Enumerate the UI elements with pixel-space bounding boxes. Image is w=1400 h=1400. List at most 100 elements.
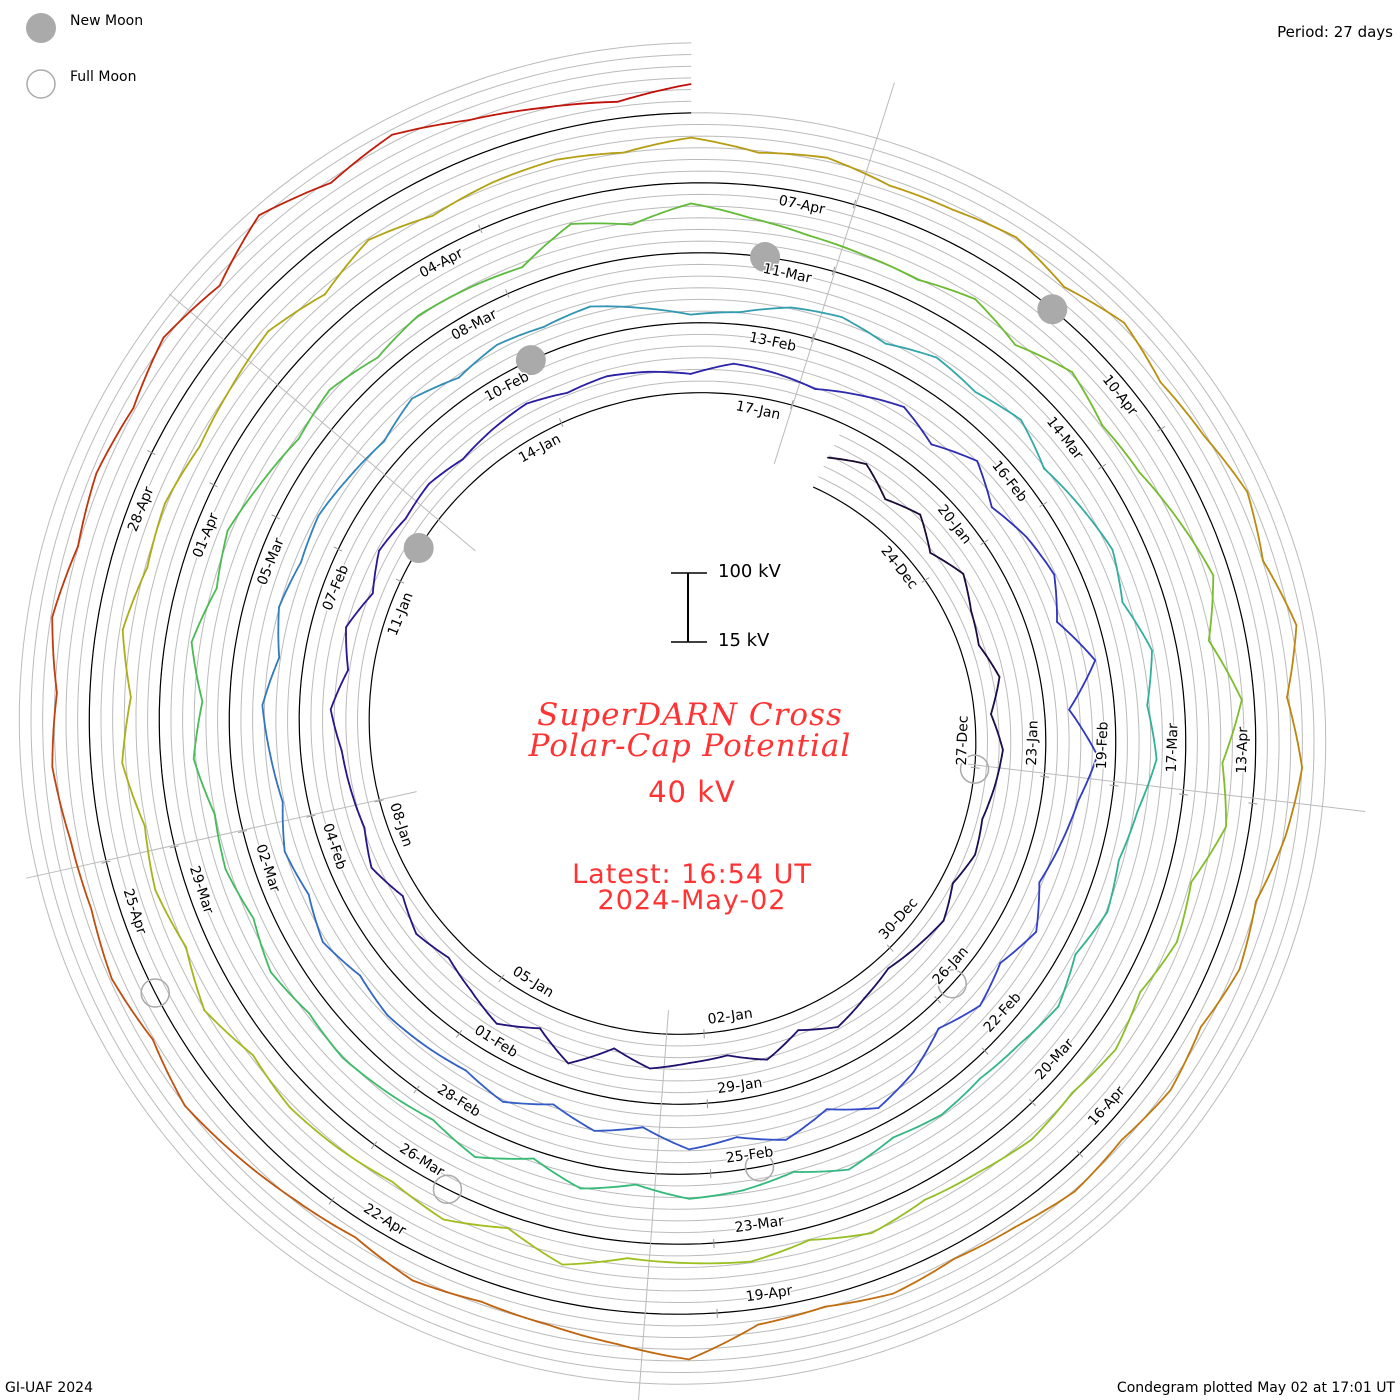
data-segment <box>179 937 188 949</box>
data-segment <box>1028 434 1035 445</box>
data-segment <box>1294 731 1299 745</box>
data-segment <box>764 307 775 311</box>
data-segment <box>1075 639 1084 648</box>
data-segment <box>1250 912 1255 926</box>
data-segment <box>547 1039 555 1047</box>
data-segment <box>965 585 969 594</box>
data-segment <box>1067 492 1076 501</box>
data-segment <box>220 548 225 561</box>
data-segment <box>1262 559 1270 572</box>
data-segment <box>1085 932 1093 942</box>
data-segment <box>407 1194 419 1203</box>
data-segment <box>121 751 124 764</box>
date-tick <box>1076 1150 1084 1158</box>
data-segment <box>187 956 193 970</box>
data-segment <box>1047 268 1058 280</box>
data-segment <box>54 692 58 706</box>
data-segment <box>970 853 976 861</box>
data-segment <box>233 885 240 896</box>
data-segment <box>634 1126 644 1130</box>
data-segment <box>859 996 866 1004</box>
data-segment <box>1090 659 1097 670</box>
data-segment <box>152 878 157 891</box>
data-segment <box>1135 991 1142 1003</box>
data-segment <box>376 1001 384 1010</box>
data-segment <box>866 395 876 400</box>
data-segment <box>478 1001 485 1009</box>
data-segment <box>480 1300 493 1307</box>
data-segment <box>157 513 163 526</box>
date-tick <box>934 995 942 1004</box>
date-tick <box>505 289 510 298</box>
data-segment <box>583 1055 593 1060</box>
data-segment <box>52 728 55 743</box>
data-segment <box>973 1077 982 1086</box>
data-segment <box>938 445 948 451</box>
data-segment <box>644 143 658 148</box>
data-segment <box>491 1305 505 1311</box>
data-segment <box>307 893 312 904</box>
data-segment <box>1069 813 1075 823</box>
data-segment <box>1033 352 1045 359</box>
data-segment <box>1030 1131 1040 1141</box>
data-segment <box>824 312 835 316</box>
data-segment <box>1158 958 1167 969</box>
data-segment <box>1117 851 1124 862</box>
data-segment <box>636 1061 645 1067</box>
data-segment <box>630 219 643 226</box>
data-segment <box>1054 1197 1066 1206</box>
data-segment <box>1219 825 1227 838</box>
data-segment <box>442 953 450 959</box>
data-segment <box>260 330 270 342</box>
data-segment <box>476 279 488 286</box>
data-segment <box>285 310 298 320</box>
date-tick <box>169 845 179 849</box>
data-segment <box>388 225 402 232</box>
data-segment <box>1239 481 1249 493</box>
data-segment <box>119 417 128 431</box>
data-segment <box>63 568 70 583</box>
data-segment <box>482 1085 491 1093</box>
data-segment <box>332 695 337 704</box>
data-segment <box>1260 548 1264 562</box>
data-segment <box>344 769 349 778</box>
data-segment <box>1049 567 1056 576</box>
data-segment <box>718 364 728 368</box>
data-segment <box>503 269 514 275</box>
data-segment <box>1213 998 1222 1010</box>
data-segment <box>1184 528 1193 540</box>
data-segment <box>1044 1203 1057 1212</box>
data-segment <box>881 261 893 268</box>
data-segment <box>277 648 281 659</box>
date-label: 05-Jan <box>510 964 557 1002</box>
data-segment <box>1083 297 1096 305</box>
data-segment <box>1038 875 1045 884</box>
data-segment <box>245 1163 258 1173</box>
footer-plotted-time: Condegram plotted May 02 at 17:01 UT <box>1116 1380 1395 1396</box>
data-segment <box>768 1318 782 1323</box>
data-segment <box>191 651 196 664</box>
data-segment <box>253 339 263 351</box>
date-label: 26-Mar <box>397 1141 447 1181</box>
data-segment <box>1128 1010 1134 1022</box>
data-segment <box>1015 236 1026 247</box>
data-segment <box>562 1056 570 1065</box>
data-segment <box>656 140 670 146</box>
data-segment <box>823 1027 833 1030</box>
data-segment <box>951 878 958 885</box>
data-segment <box>180 309 192 321</box>
data-segment <box>459 1144 469 1152</box>
data-segment <box>367 853 371 862</box>
data-segment <box>494 272 506 278</box>
data-segment <box>990 790 995 798</box>
data-segment <box>592 377 601 383</box>
data-segment <box>480 181 493 189</box>
data-segment <box>373 571 377 581</box>
data-segment <box>1044 560 1051 570</box>
data-segment <box>899 188 912 194</box>
data-segment <box>345 655 349 664</box>
data-segment <box>569 1331 584 1337</box>
data-segment <box>79 521 84 536</box>
data-segment <box>209 1130 221 1142</box>
data-segment <box>247 909 255 920</box>
